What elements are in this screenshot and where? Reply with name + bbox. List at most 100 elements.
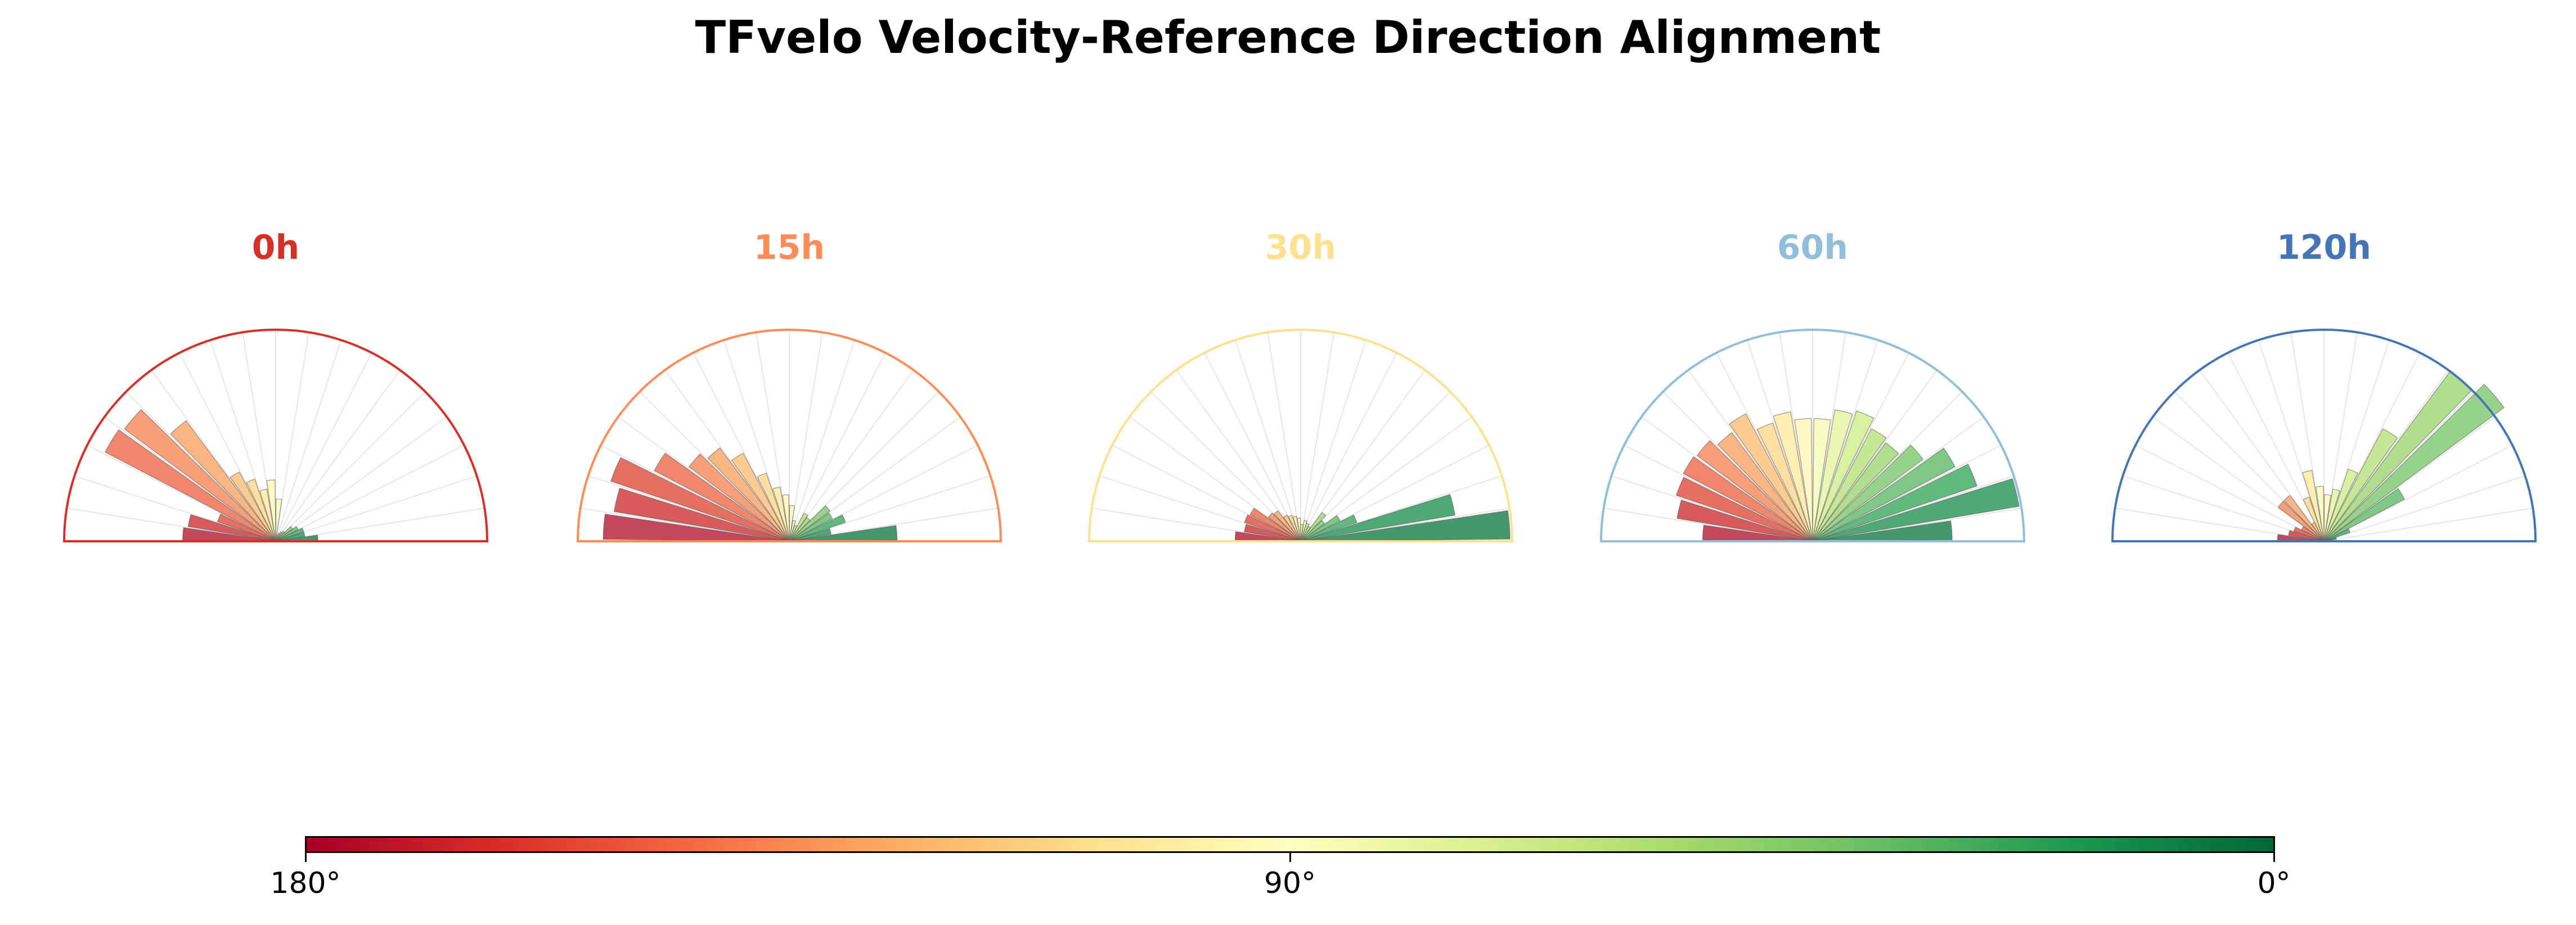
bar [170,420,276,542]
bar [1273,510,1301,542]
grid-spoke [2323,391,2474,542]
grid-spoke [2323,332,2358,542]
grid-spoke [2323,352,2421,542]
bar [1244,523,1301,542]
grid-spoke [789,416,961,542]
grid-spoke [275,332,309,542]
grid-spoke [723,340,790,542]
grid-spoke [1746,340,1813,542]
grid-spoke [1300,352,1397,542]
bar [1812,464,1977,542]
grid-spoke [1812,352,1909,542]
bar [2323,488,2340,542]
grid-spoke [151,370,276,542]
grid-spoke [275,352,372,542]
grid-spoke [1300,391,1451,542]
bar [1794,418,1813,542]
grid-spoke [1300,340,1367,542]
bar [2283,495,2325,542]
grid-spoke [2152,416,2325,542]
bar [2277,501,2325,542]
grid-spoke [275,508,485,542]
bar [1717,432,1813,542]
chart-title: TFvelo Velocity-Reference Direction Alig… [695,11,1881,64]
colorbar-tick-mark [305,853,307,862]
bar [789,517,811,542]
grid-spoke [2323,370,2449,542]
bar [1267,513,1301,542]
bar [1773,411,1813,542]
grid-spoke [209,340,276,542]
grid-spoke [789,332,823,542]
bar [266,479,276,542]
grid-spoke [618,416,790,542]
grid-spoke [1812,332,1846,542]
polar-panel-0h: 0h [62,228,489,542]
bar [1300,520,1325,542]
grid-spoke [275,370,401,542]
grid-spoke [600,444,790,542]
grid-spoke [1300,444,1490,542]
grid-spoke [1812,475,2014,542]
grid-spoke [2323,340,2390,542]
bar [1756,422,1813,542]
grid-spoke [1300,416,1472,542]
grid-spoke [639,391,790,542]
bar [275,526,294,542]
bar [246,478,276,542]
bar [275,499,282,542]
grid-spoke [1300,475,1502,542]
grid-spoke [588,475,790,542]
colorbar-gradient [305,836,2275,853]
bar [2323,384,2505,542]
bar [789,505,831,542]
bar [772,486,790,542]
bar [1812,447,1956,542]
colorbar-tick-mark [2273,853,2275,862]
grid-spoke [789,370,914,542]
grid-spoke [1812,508,2022,542]
grid-spoke [275,340,342,542]
bar [1300,511,1327,542]
panel-label: 30h [1265,228,1336,267]
bar [689,453,790,542]
bar [2293,527,2325,542]
bar [217,513,276,542]
grid-spoke [2290,332,2325,542]
bar [789,505,795,542]
grid-spoke [1624,444,1813,542]
grid-spoke [1150,391,1301,542]
bar [1683,456,1813,542]
polar-panel-60h: 60h [1599,228,2026,542]
colorbar-tick-label: 180° [270,866,341,900]
grid-spoke [2323,508,2533,542]
grid-spoke [2199,370,2325,542]
grid-spoke [179,352,276,542]
grid-spoke [87,444,276,542]
bar [2301,526,2325,542]
grid-spoke [789,444,978,542]
polar-frame [1599,329,2026,542]
grid-spoke [664,370,790,542]
grid-spoke [242,332,276,542]
bar [2323,468,2359,542]
bar [1676,500,1813,542]
colorbar-tick-label: 0° [2257,866,2291,900]
grid-spoke [756,332,790,542]
grid-spoke [1129,416,1301,542]
bar [1812,418,1831,542]
grid-spoke [2323,444,2513,542]
bar [275,526,299,542]
grid-spoke [693,352,790,542]
bar [789,524,798,542]
grid-spoke [125,391,276,542]
grid-spoke [2323,475,2525,542]
bar [707,447,790,542]
bar [610,457,790,542]
grid-spoke [1300,370,1426,542]
colorbar [305,836,2275,853]
bar [2323,494,2331,542]
grid-spoke [275,416,447,542]
bar [1300,526,1311,542]
